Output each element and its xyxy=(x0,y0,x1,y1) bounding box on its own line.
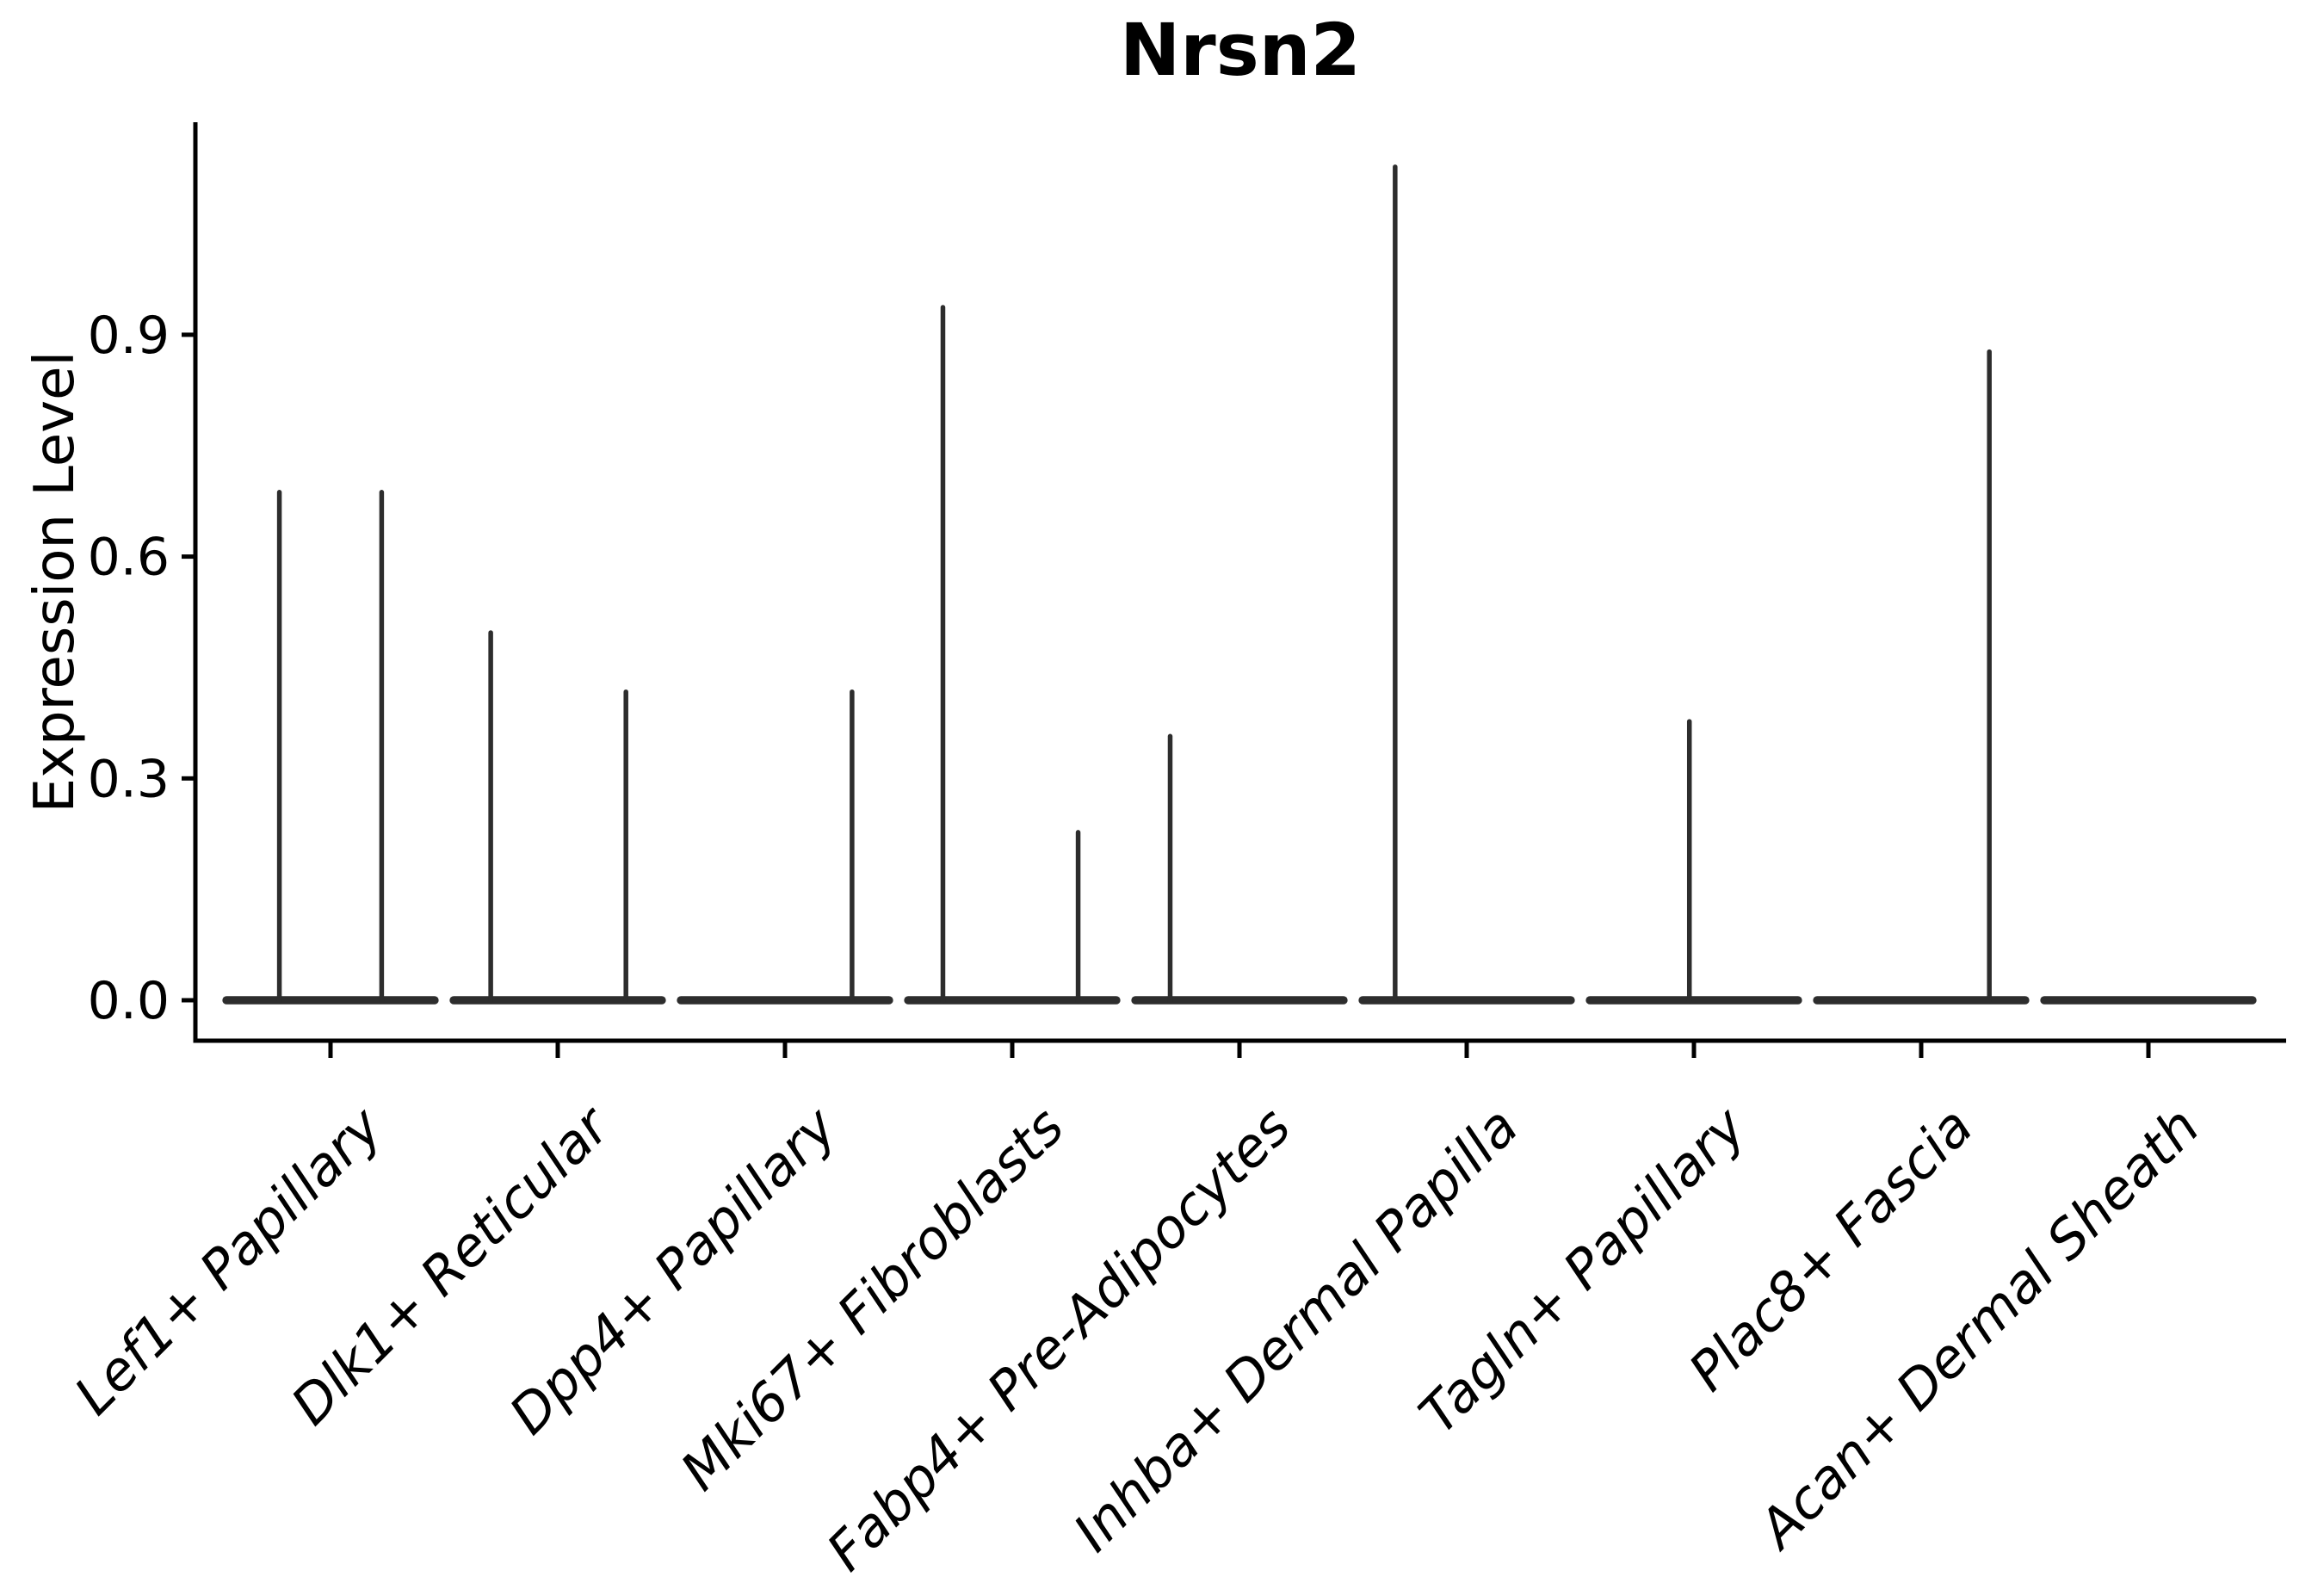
y-tick-label: 0.6 xyxy=(88,528,170,588)
y-tick-label: 0.9 xyxy=(88,306,170,366)
y-tick-label: 0.0 xyxy=(88,971,170,1031)
violin-plot-canvas: 0.0 0.3 0.6 0.9 xyxy=(88,122,2286,1058)
chart-title: Nrsn2 xyxy=(1120,8,1361,92)
y-axis-label: Expression Level xyxy=(23,350,87,813)
y-tick-label: 0.3 xyxy=(88,749,170,809)
violin-figure: 0.0 0.3 0.6 0.9 Nrsn2 Expression Level Lef1… xyxy=(23,8,2286,1583)
